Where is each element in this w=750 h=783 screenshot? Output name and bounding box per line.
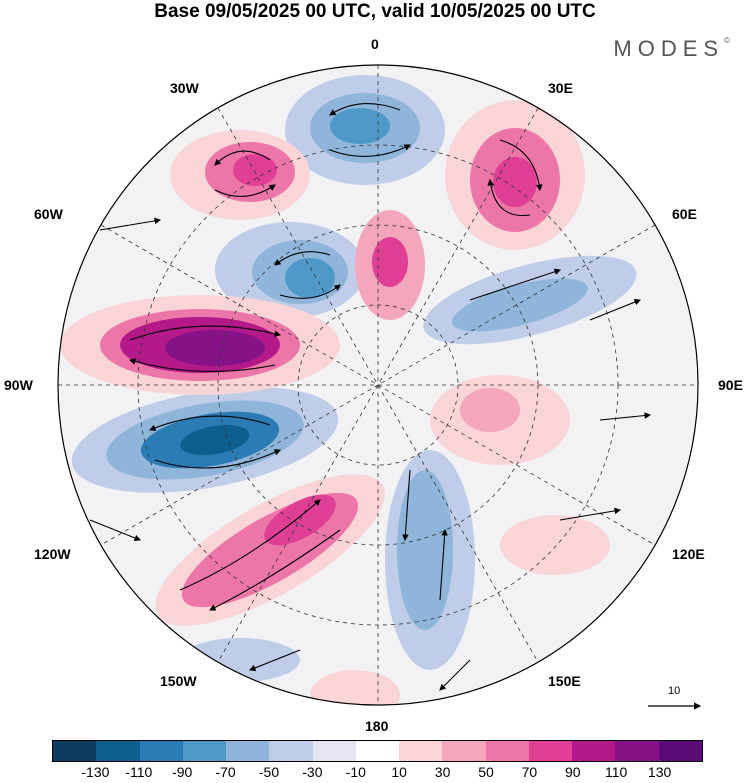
brand-mark: © bbox=[724, 36, 730, 45]
chart-title: Base 09/05/2025 00 UTC, valid 10/05/2025… bbox=[154, 1, 596, 22]
colorbar-swatch bbox=[182, 741, 227, 761]
lon-label-30w: 30W bbox=[170, 80, 199, 96]
colorbar-tick-label: 110 bbox=[605, 764, 628, 780]
map-boundary bbox=[57, 64, 699, 706]
lon-label-0: 0 bbox=[371, 36, 379, 52]
colorbar-swatch bbox=[139, 741, 183, 761]
graticule bbox=[58, 65, 698, 705]
colorbar-swatch bbox=[615, 741, 659, 761]
colorbar-tick-label: 10 bbox=[391, 764, 407, 780]
lon-label-120w: 120W bbox=[34, 546, 71, 562]
lon-label-90e: 90E bbox=[718, 377, 743, 393]
colorbar-swatch bbox=[226, 741, 270, 761]
colorbar-swatch bbox=[355, 741, 400, 761]
brand-name: MODES bbox=[613, 36, 725, 61]
colorbar-swatch bbox=[399, 741, 443, 761]
colorbar-ticks: -130 -110 -90 -70 -50 -30 -10 10 30 50 70 90 110 130 bbox=[52, 764, 703, 782]
lon-label-60w: 60W bbox=[34, 206, 63, 222]
colorbar bbox=[52, 740, 703, 762]
colorbar-tick-label: -110 bbox=[125, 764, 153, 780]
colorbar-swatch bbox=[53, 741, 97, 761]
colorbar-tick-label: 30 bbox=[434, 764, 451, 780]
colorbar-swatch bbox=[485, 741, 529, 761]
colorbar-swatch bbox=[312, 741, 356, 761]
colorbar-swatch bbox=[572, 741, 616, 761]
colorbar-swatch bbox=[442, 741, 486, 761]
lon-label-150w: 150W bbox=[160, 673, 197, 689]
colorbar-tick-label: 70 bbox=[521, 764, 538, 780]
colorbar-swatch bbox=[528, 741, 573, 761]
colorbar-tick-label: -90 bbox=[172, 764, 193, 780]
colorbar-swatch bbox=[269, 741, 313, 761]
lon-label-30e: 30E bbox=[548, 80, 573, 96]
colorbar-tick-label: -30 bbox=[302, 764, 323, 780]
brand-logo: MODES© bbox=[613, 36, 730, 62]
lon-label-120e: 120E bbox=[672, 546, 705, 562]
colorbar-swatch bbox=[96, 741, 140, 761]
lon-label-180: 180 bbox=[365, 718, 389, 734]
colorbar-tick-label: 130 bbox=[647, 764, 672, 780]
lon-label-60e: 60E bbox=[672, 206, 697, 222]
colorbar-swatch bbox=[658, 741, 702, 761]
lon-label-90w: 90W bbox=[4, 377, 33, 393]
colorbar-tick-label: 50 bbox=[478, 764, 494, 780]
colorbar-tick-label: -70 bbox=[215, 764, 236, 780]
anomaly-field bbox=[58, 65, 698, 705]
colorbar-tick-label: -10 bbox=[345, 764, 366, 780]
vector-reference-label: 10 bbox=[668, 685, 681, 697]
colorbar-tick-label: -50 bbox=[258, 764, 280, 780]
lon-label-150e: 150E bbox=[548, 673, 581, 689]
colorbar-tick-label: -130 bbox=[81, 764, 110, 780]
colorbar-tick-label: 90 bbox=[565, 764, 581, 780]
